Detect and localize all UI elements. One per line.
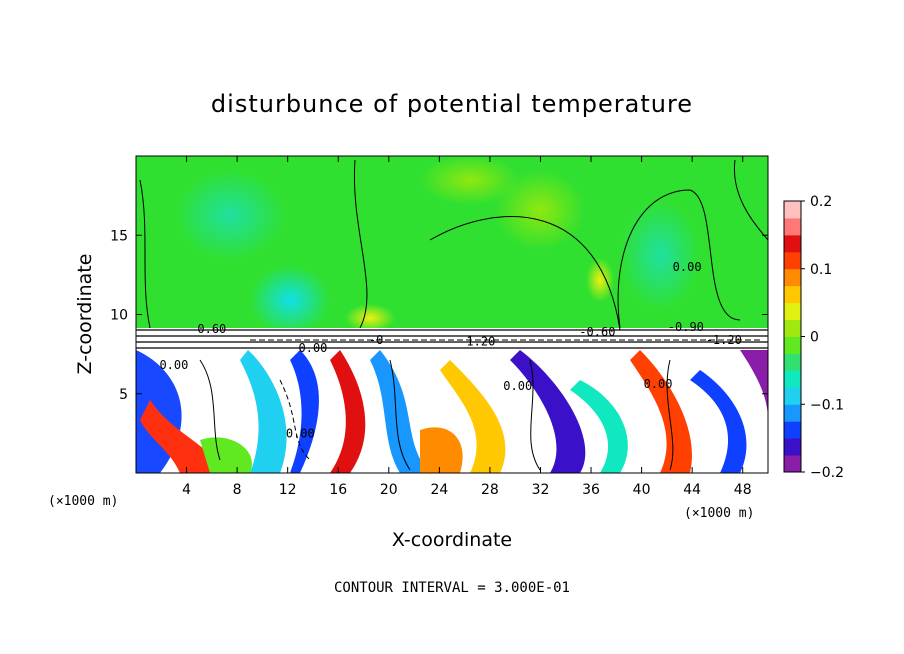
colorbar <box>784 201 801 473</box>
x-unit-label: (×1000 m) <box>48 494 118 509</box>
colorbar-segment <box>784 319 801 337</box>
colorbar-segment <box>784 421 801 439</box>
contour-label: 0.00 <box>299 341 328 355</box>
x-tick-label: 16 <box>329 482 347 498</box>
x-tick-label: 28 <box>481 482 499 498</box>
colorbar-tick-label: −0.1 <box>810 397 844 413</box>
contour-label: 0.00 <box>503 379 532 393</box>
colorbar-segment <box>784 268 801 287</box>
colorbar-segment <box>784 370 801 388</box>
x-tick-label: 4 <box>182 482 191 498</box>
colorbar-segment <box>784 201 801 219</box>
x-tick-label: 40 <box>633 482 651 498</box>
z-tick-label: 10 <box>110 308 128 324</box>
z-tick-label: 15 <box>110 228 128 244</box>
colorbar-tick-label: −0.2 <box>810 465 844 481</box>
contour-labels: 0.60-1.20-0.60 -0.90-1.200.00-00.000.000.… <box>159 260 741 440</box>
x-tick-label: 32 <box>532 482 550 498</box>
contour-interval-note: CONTOUR INTERVAL = 3.000E-01 <box>334 580 570 596</box>
contour-label: 0.00 <box>159 358 188 372</box>
contour-label: -1.20 <box>459 334 495 348</box>
colorbar-segment <box>784 353 801 371</box>
z-unit-label: (×1000 m) <box>684 506 754 521</box>
contour-label: -1.20 <box>706 333 742 347</box>
x-axis: 4 8 12 16 20 24 28 32 36 40 44 48 <box>182 156 752 498</box>
colorbar-segment <box>784 404 801 422</box>
z-tick-label: 5 <box>119 387 128 403</box>
chart-title: disturbunce of potential temperature <box>211 90 693 118</box>
colorbar-tick-label: 0.2 <box>810 194 832 210</box>
contour-label: 0.00 <box>644 377 673 391</box>
x-tick-label: 20 <box>380 482 398 498</box>
contour-label: -0.90 <box>668 320 704 334</box>
colorbar-segment <box>784 285 801 304</box>
colorbar-segment <box>784 302 801 321</box>
contour-label: 0.00 <box>286 426 315 440</box>
z-axis: 5 10 15 <box>110 228 768 403</box>
colorbar-segment <box>784 336 801 354</box>
x-tick-label: 12 <box>279 482 297 498</box>
colorbar-ticks: 0.2 0.1 0 −0.1 −0.2 <box>801 194 844 481</box>
x-tick-label: 44 <box>683 482 701 498</box>
x-tick-label: 8 <box>233 482 242 498</box>
colorbar-tick-label: 0.1 <box>810 262 832 278</box>
contour-label: 0.00 <box>673 260 702 274</box>
x-tick-label: 48 <box>734 482 752 498</box>
x-tick-label: 36 <box>582 482 600 498</box>
colorbar-segment <box>784 234 801 253</box>
colorbar-tick-label: 0 <box>810 330 819 346</box>
colorbar-segment <box>784 387 801 405</box>
x-tick-label: 24 <box>430 482 448 498</box>
z-axis-label: Z-coordinate <box>74 254 96 375</box>
contour-label: -0 <box>369 333 383 347</box>
plot-field <box>136 156 768 473</box>
colorbar-segment <box>784 455 801 473</box>
colorbar-segment <box>784 438 801 456</box>
contour-label: -0.60 <box>579 325 615 339</box>
x-axis-label: X-coordinate <box>392 529 512 551</box>
colorbar-segment <box>784 217 801 236</box>
colorbar-segment <box>784 251 801 270</box>
contour-label: 0.60 <box>197 322 226 336</box>
